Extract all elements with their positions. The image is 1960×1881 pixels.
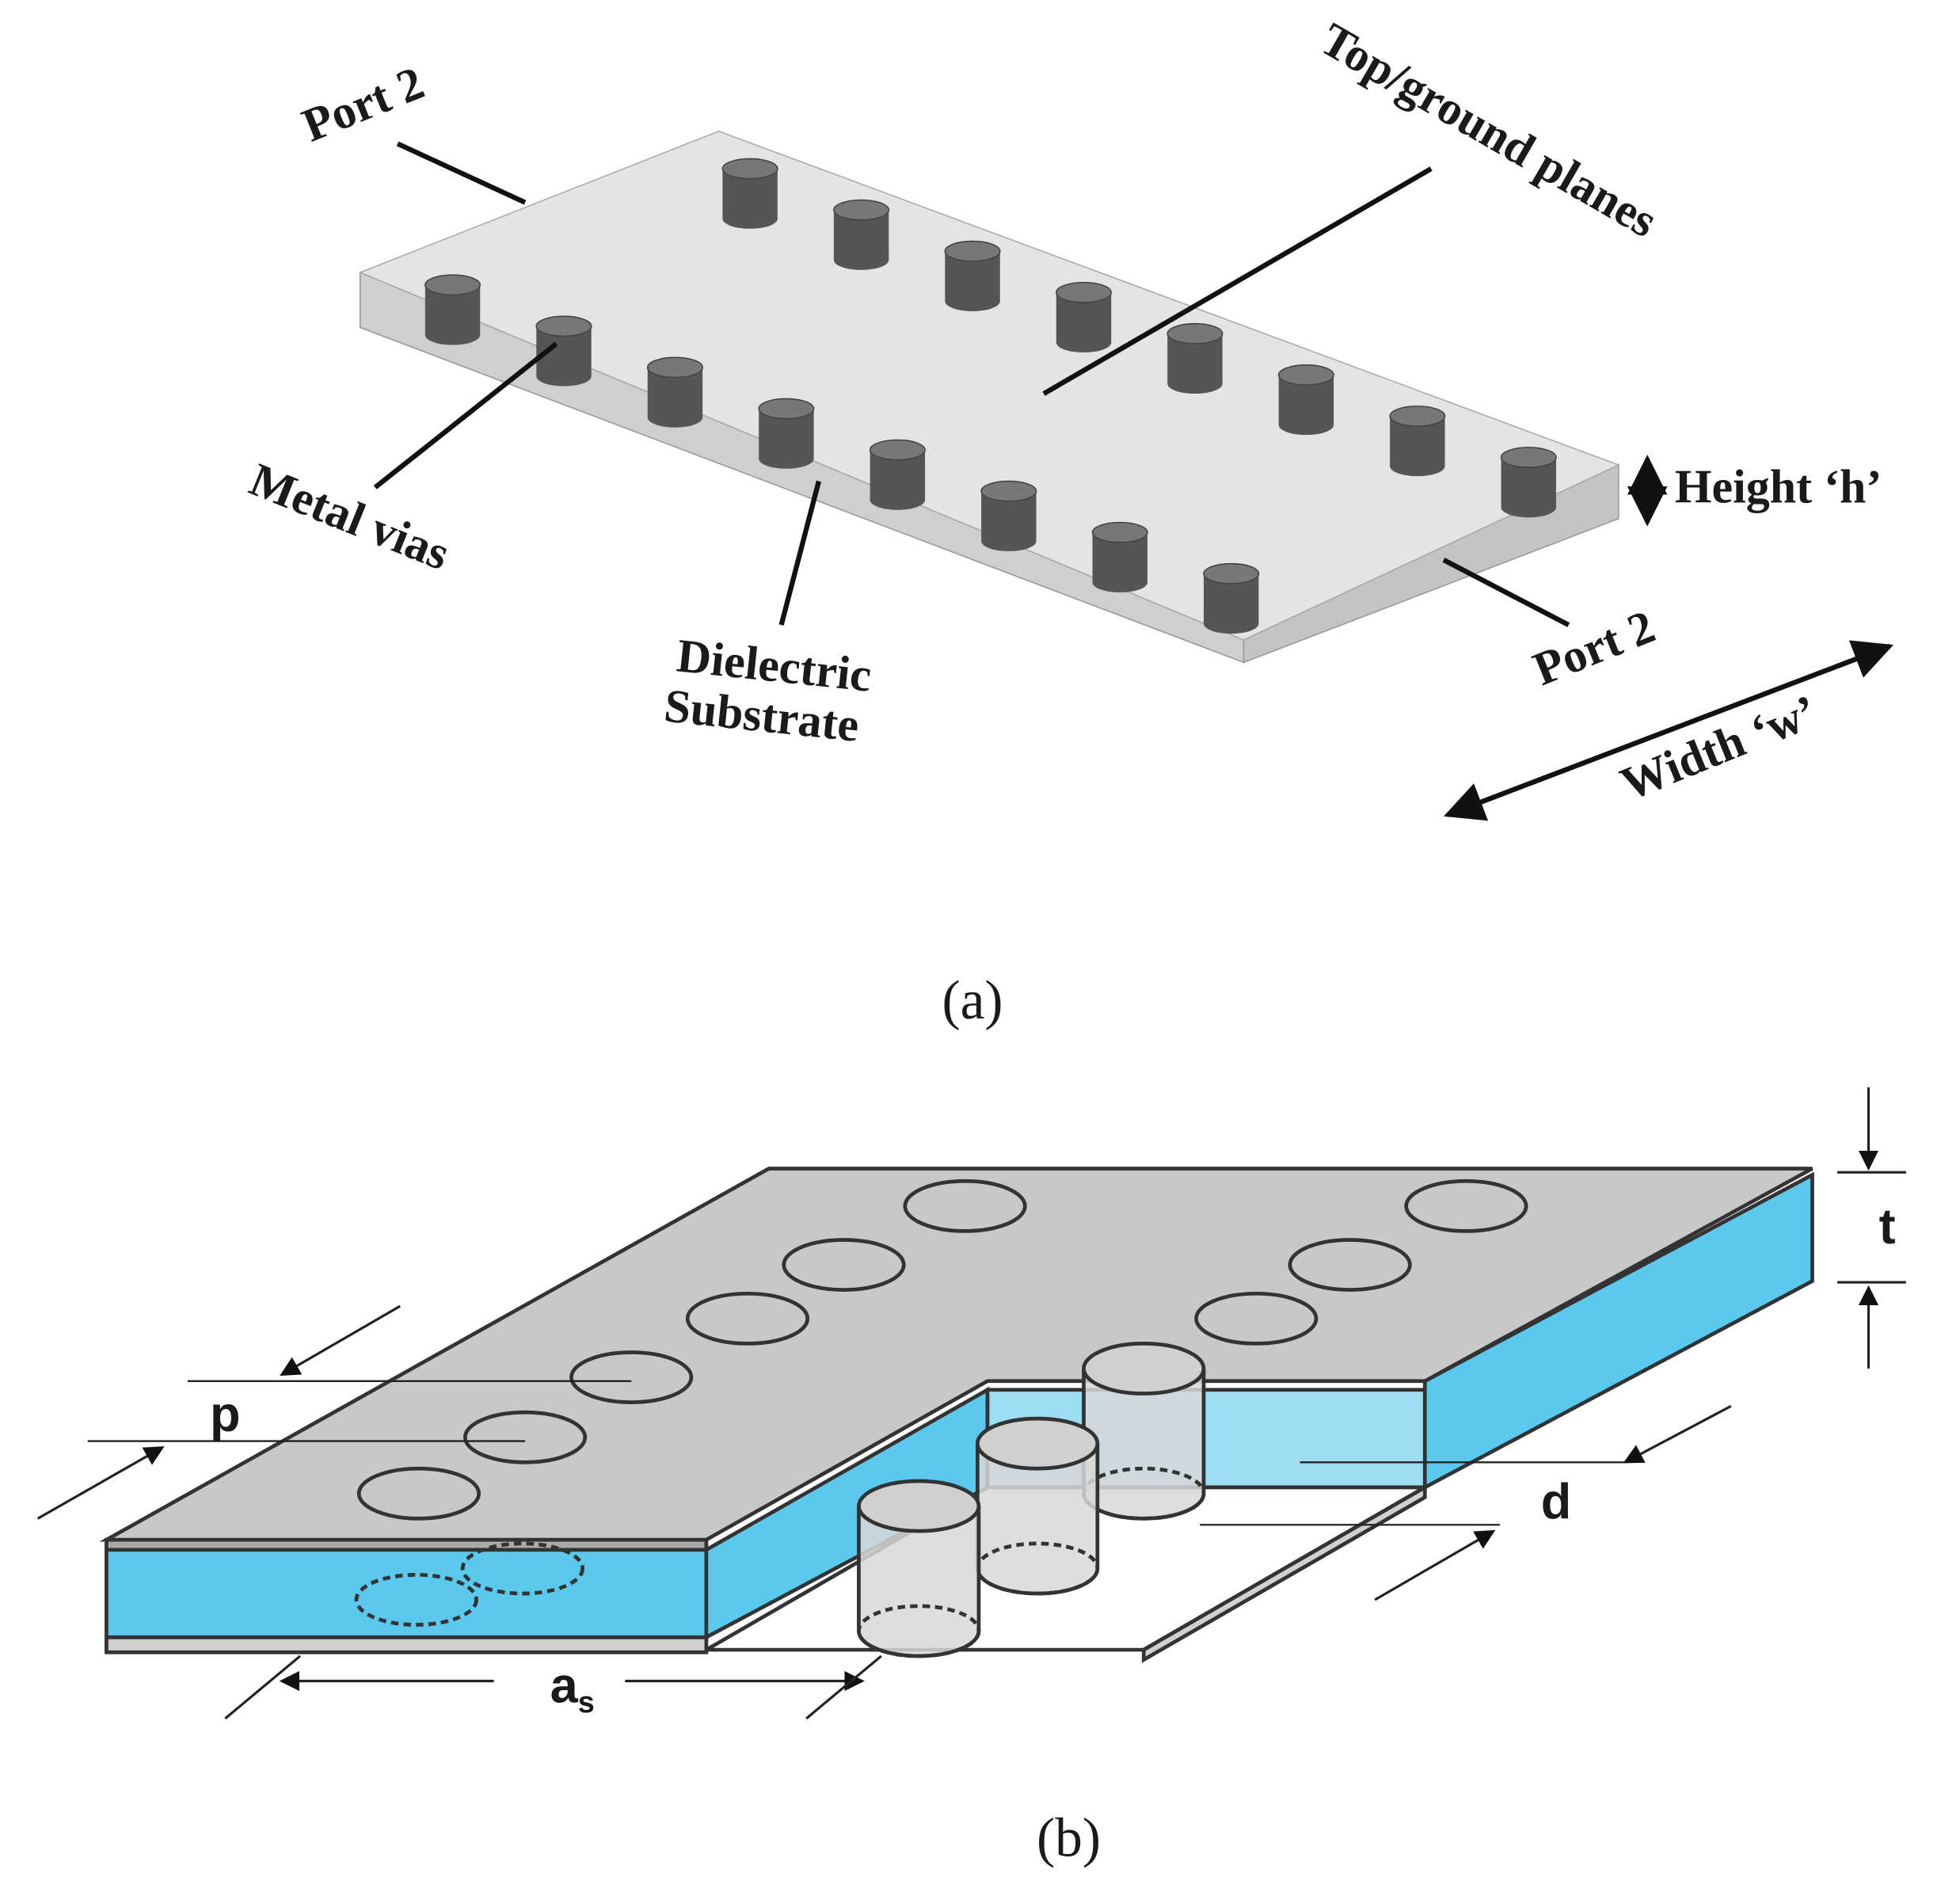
siw-diagram: Port 2 Top/ground planes Height ‘h’ Meta…: [0, 0, 1960, 1881]
via-top: [722, 158, 777, 178]
via-top: [1390, 406, 1444, 426]
via-top: [1204, 564, 1258, 584]
via-bottom: [648, 407, 702, 427]
via-top: [870, 440, 925, 459]
via-top: [945, 242, 999, 261]
via-bottom: [981, 531, 1036, 551]
via-bottom: [1167, 374, 1222, 394]
label: Metal vias: [243, 453, 457, 580]
caption: (b): [1037, 1807, 1101, 1868]
via-bottom: [945, 291, 999, 311]
via-bottom: [1204, 614, 1258, 634]
via-top: [1279, 365, 1334, 385]
via-top: [1167, 324, 1222, 344]
via-top: [425, 275, 480, 295]
via-top: [1093, 523, 1147, 543]
caption: (a): [942, 970, 1003, 1031]
via-top: [834, 200, 889, 219]
label: Height ‘h’: [1675, 460, 1882, 512]
via-bottom: [1093, 573, 1147, 592]
label: Port 2: [295, 56, 431, 151]
panel-b: p t d as (b): [38, 1087, 1906, 1869]
via-bottom: [722, 209, 777, 229]
via-bottom: [425, 325, 480, 345]
via-bottom: [1279, 415, 1334, 435]
via-cylinder-top: [858, 1481, 978, 1531]
via-top: [648, 357, 702, 377]
via-bottom: [1390, 456, 1444, 476]
via-bottom: [536, 366, 591, 386]
via-bottom: [759, 449, 813, 469]
via-bottom: [1056, 333, 1111, 352]
via-top: [759, 398, 813, 418]
via-top: [981, 482, 1036, 501]
top-plane-edge: [106, 1540, 706, 1550]
label: t: [1879, 1199, 1896, 1255]
via-top: [1501, 447, 1556, 467]
label: Width ‘w’: [1613, 685, 1824, 811]
label: a: [550, 1658, 579, 1713]
label: Top/ground planes: [1312, 13, 1666, 247]
via-bottom: [834, 250, 889, 270]
via-bottom: [870, 490, 925, 510]
via-cylinder-top: [1083, 1343, 1203, 1393]
label: p: [210, 1387, 241, 1442]
via-bottom: [1501, 497, 1556, 517]
panel-a: Port 2 Top/ground planes Height ‘h’ Meta…: [243, 13, 1890, 1031]
via-top: [536, 316, 591, 336]
label: d: [1541, 1474, 1572, 1529]
label: as: [550, 1658, 595, 1719]
via-top: [1056, 283, 1111, 303]
bottom-plane: [106, 1637, 706, 1652]
subscript: s: [578, 1686, 595, 1719]
via-cylinder-top: [977, 1418, 1097, 1468]
